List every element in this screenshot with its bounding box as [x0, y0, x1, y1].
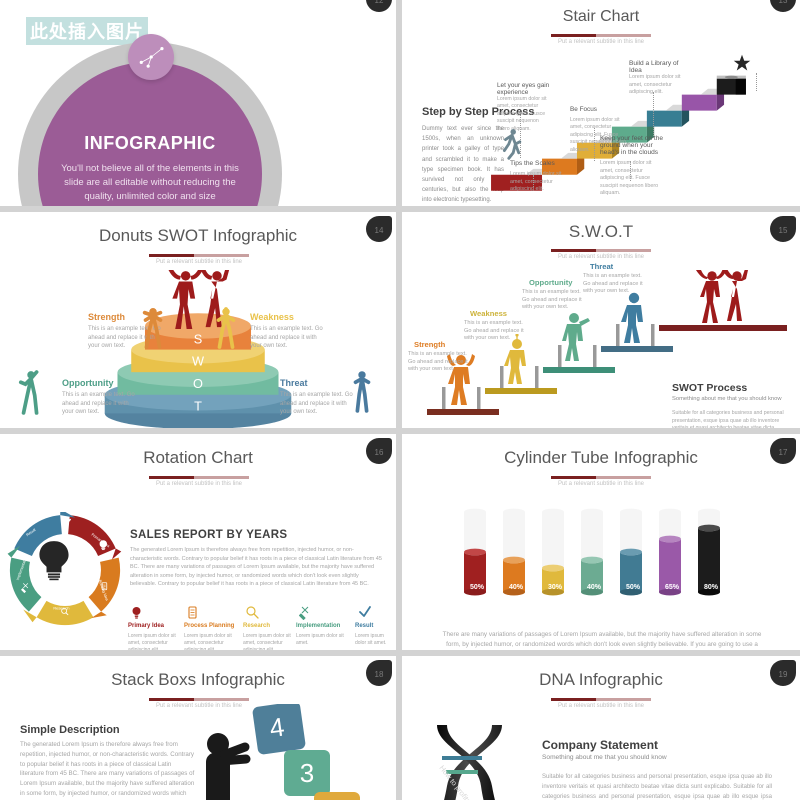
svg-text:T: T	[194, 398, 202, 413]
svg-text:Research: Research	[53, 606, 69, 610]
svg-text:W: W	[192, 353, 204, 368]
svg-text:3: 3	[300, 758, 314, 788]
svg-text:O: O	[193, 376, 203, 391]
svg-text:S: S	[194, 332, 203, 347]
